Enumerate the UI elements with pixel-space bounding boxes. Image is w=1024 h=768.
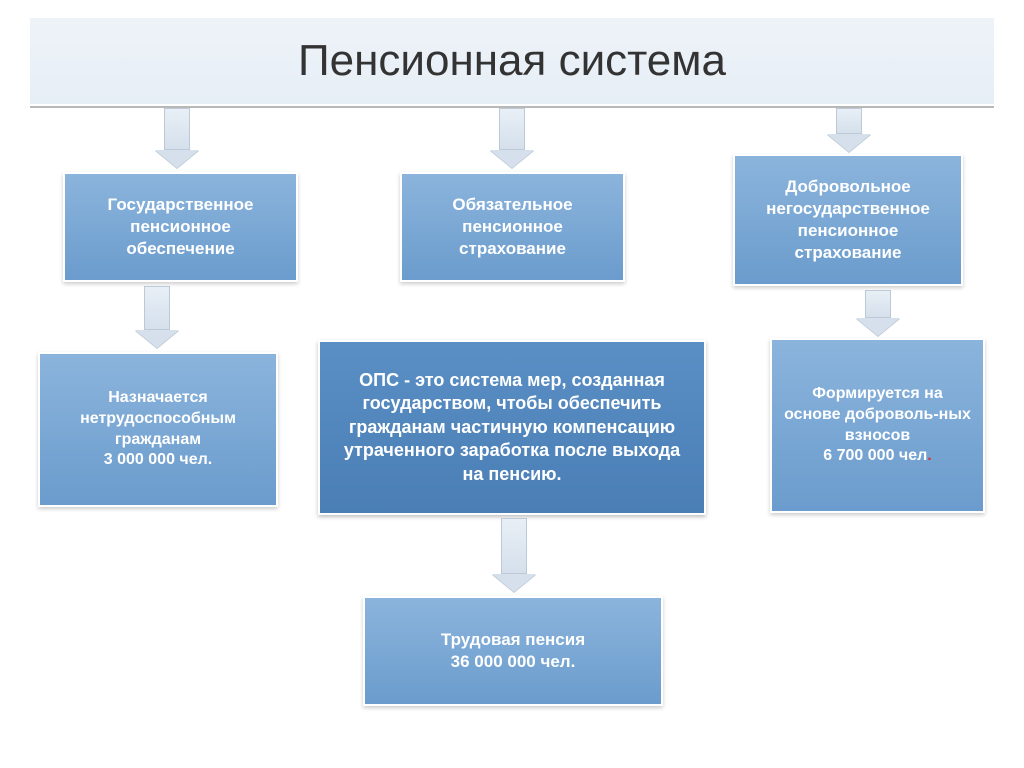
box-ops-definition-text: ОПС - это система мер, созданная государ…	[332, 369, 692, 486]
arrow-title-to-b3	[827, 108, 871, 152]
box-disabled-citizens-text: Назначается нетрудоспособным гражданам 3…	[52, 388, 264, 471]
title-band: Пенсионная система	[30, 18, 994, 104]
box-state-pension-text: Государственное пенсионное обеспечение	[77, 194, 284, 260]
box-mandatory-insurance-text: Обязательное пенсионное страхование	[414, 194, 611, 260]
box-labor-pension-text: Трудовая пенсия 36 000 000 чел.	[441, 629, 585, 673]
box-voluntary-insurance: Добровольное негосударственное пенсионно…	[733, 154, 963, 286]
box-state-pension: Государственное пенсионное обеспечение	[63, 172, 298, 282]
box-voluntary-insurance-text: Добровольное негосударственное пенсионно…	[747, 176, 949, 264]
diagram-title: Пенсионная система	[298, 36, 726, 86]
arrow-title-to-b1	[155, 108, 199, 168]
box-voluntary-contributions: Формируется на основе доброволь-ных взно…	[770, 338, 985, 513]
box-ops-definition: ОПС - это система мер, созданная государ…	[318, 340, 706, 515]
box-disabled-citizens: Назначается нетрудоспособным гражданам 3…	[38, 352, 278, 507]
box-mandatory-insurance: Обязательное пенсионное страхование	[400, 172, 625, 282]
arrow-title-to-b2	[490, 108, 534, 168]
arrow-b5-to-b7	[492, 518, 536, 592]
box-labor-pension: Трудовая пенсия 36 000 000 чел.	[363, 596, 663, 706]
box-voluntary-contributions-text: Формируется на основе доброволь-ных взно…	[784, 384, 971, 467]
arrow-b3-to-b6	[856, 290, 900, 336]
arrow-b1-to-b4	[135, 286, 179, 348]
